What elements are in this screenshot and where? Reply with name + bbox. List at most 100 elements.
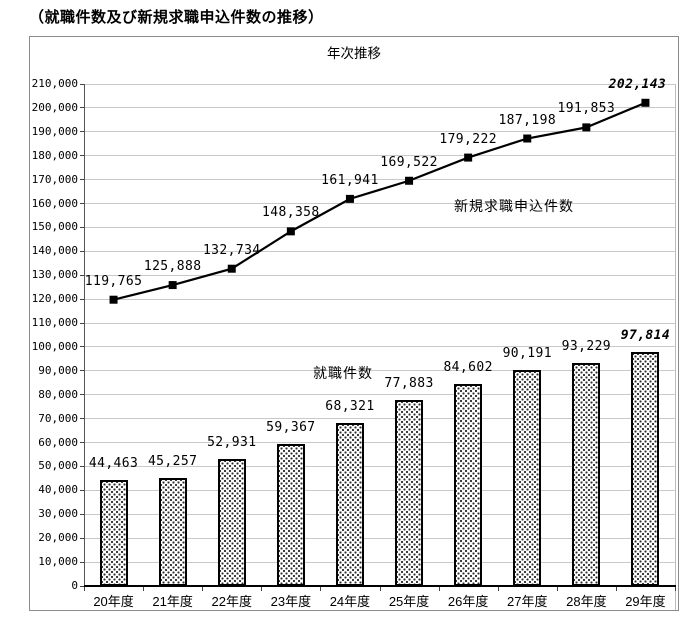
x-tick-label: 21年度 [152,594,193,609]
gridline [84,274,675,276]
gridline [84,418,675,420]
gridline [84,226,675,228]
bar-series-label: 就職件数 [313,365,373,381]
bar [99,479,128,586]
line-value-label: 119,765 [84,273,143,289]
y-tick-label: 110,000 [31,316,78,330]
y-axis-tick [80,537,84,539]
x-tick-label: 22年度 [211,594,252,609]
y-tick-label: 40,000 [38,483,78,497]
gridline [84,298,675,300]
x-axis-tick [202,587,204,591]
y-axis-tick [80,155,84,157]
gridline [84,370,675,372]
bar-value-label: 77,883 [384,375,434,391]
y-tick-label: 120,000 [31,292,78,306]
y-tick-label: 70,000 [38,411,78,425]
y-tick-label: 10,000 [38,555,78,569]
gridline [84,83,675,85]
y-axis-tick [80,250,84,252]
line-marker [523,134,532,143]
line-series-label: 新規求職申込件数 [454,198,574,214]
x-tick-label: 24年度 [329,594,371,609]
line-value-label: 202,143 [608,76,667,92]
x-axis-tick [143,587,145,591]
plot-right-border [675,84,676,610]
x-axis [84,585,676,587]
bar-value-label: 84,602 [443,359,493,375]
line-value-label: 148,358 [262,205,320,221]
y-axis-tick [80,346,84,348]
y-axis-tick [80,298,84,300]
y-axis-tick [80,83,84,85]
x-axis-tick [261,587,263,591]
y-tick-label: 60,000 [38,435,78,449]
page-title: （就職件数及び新規求職申込件数の推移） [29,9,324,26]
gridline [84,561,675,563]
line-value-label: 132,734 [202,242,261,258]
line-marker [109,295,118,304]
line-value-label: 161,941 [321,172,379,188]
y-axis-tick [80,418,84,420]
bar-value-label: 44,463 [88,455,139,471]
x-tick-label: 29年度 [625,594,666,609]
x-tick-label: 23年度 [270,594,312,609]
y-axis-tick [80,179,84,181]
bar [335,422,364,586]
y-axis-tick [80,226,84,228]
bar-value-label: 90,191 [502,346,552,362]
y-tick-label: 90,000 [38,363,78,377]
bar [158,477,187,586]
bar [276,444,305,586]
x-axis-tick [497,587,499,591]
x-axis-tick [556,587,558,591]
gridline [84,442,675,444]
bar [513,370,542,586]
bar-value-label: 59,367 [266,420,316,436]
y-tick-label: 30,000 [38,507,78,521]
line-marker [227,264,236,273]
bar-value-label: 97,814 [620,328,671,344]
gridline [84,346,675,348]
y-tick-label: 130,000 [31,268,78,282]
gridline [84,537,675,539]
y-axis-tick [80,274,84,276]
gridline [84,489,675,491]
line-value-label: 179,222 [439,131,497,147]
y-axis-tick [80,107,84,109]
y-axis-tick [80,561,84,563]
y-axis-tick [80,585,84,587]
gridline [84,131,675,133]
line-marker [345,194,354,203]
x-axis-tick [379,587,381,591]
y-axis-tick [80,465,84,467]
x-tick-label: 27年度 [507,594,548,609]
y-tick-label: 180,000 [31,148,78,162]
y-tick-label: 140,000 [31,244,78,258]
x-axis-tick [615,587,617,591]
line-marker [582,123,591,132]
y-tick-label: 210,000 [31,77,78,90]
y-tick-label: 160,000 [31,196,78,210]
gridline [84,394,675,396]
y-tick-label: 170,000 [31,172,78,186]
y-axis-tick [80,203,84,205]
line-value-label: 125,888 [143,259,202,275]
x-tick-label: 28年度 [566,594,607,609]
y-axis-tick [80,131,84,133]
gridline [84,250,675,252]
line-value-label: 169,522 [380,154,438,170]
y-tick-label: 190,000 [31,124,78,138]
bar [454,383,483,586]
x-axis-tick [84,587,85,591]
y-axis-tick [80,489,84,491]
bar [572,363,601,586]
x-axis-tick [320,587,322,591]
chart-title: 年次推移 [327,46,381,61]
y-tick-label: 150,000 [31,220,78,234]
gridline [84,465,675,467]
x-axis-tick [675,587,676,591]
x-tick-label: 25年度 [388,594,430,609]
x-axis-tick [438,587,440,591]
